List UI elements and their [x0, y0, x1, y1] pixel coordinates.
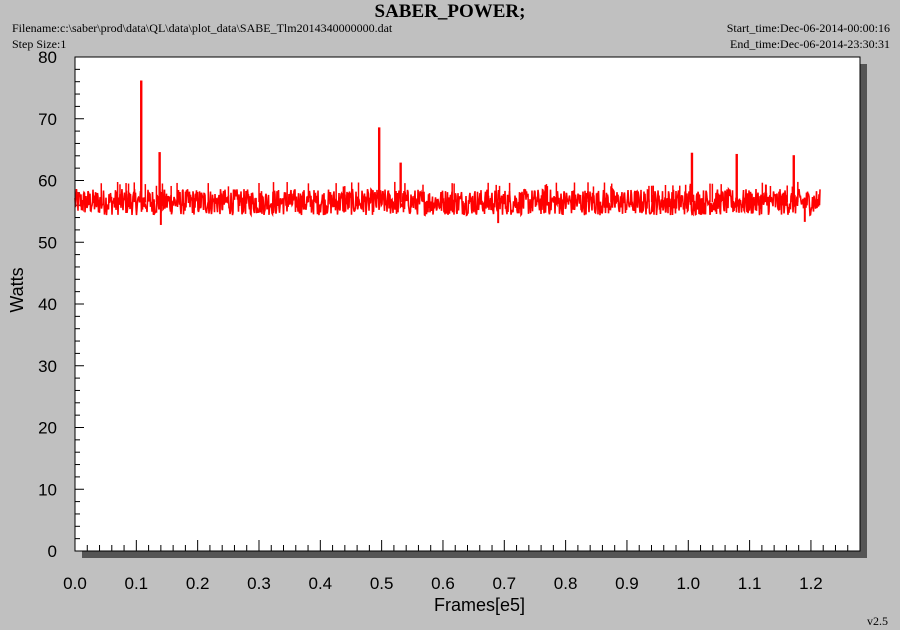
- x-tick-label: 0.3: [247, 574, 271, 593]
- y-tick-label: 80: [38, 48, 57, 67]
- y-tick-label: 20: [38, 419, 57, 438]
- y-tick-label: 70: [38, 110, 57, 129]
- y-tick-label: 50: [38, 233, 57, 252]
- y-tick-label: 0: [48, 542, 57, 561]
- step-size-label: Step Size:1: [12, 37, 67, 51]
- end-time-label: End_time:Dec-06-2014-23:30:31: [730, 37, 890, 51]
- x-tick-label: 0.8: [554, 574, 578, 593]
- x-tick-label: 0.0: [63, 574, 87, 593]
- y-tick-label: 40: [38, 295, 57, 314]
- filename-label: Filename:c:\saber\prod\data\QL\data\plot…: [12, 21, 393, 35]
- x-tick-label: 0.9: [615, 574, 639, 593]
- series-trace: [74, 186, 821, 218]
- chart-title: SABER_POWER;: [374, 1, 526, 22]
- x-tick-label: 0.2: [186, 574, 210, 593]
- x-tick-label: 0.7: [492, 574, 516, 593]
- x-tick-label: 0.5: [370, 574, 394, 593]
- y-tick-label: 30: [38, 357, 57, 376]
- x-tick-label: 1.0: [676, 574, 700, 593]
- x-tick-label: 0.4: [308, 574, 332, 593]
- y-tick-label: 60: [38, 172, 57, 191]
- plot-area: [74, 56, 861, 552]
- series-line: [74, 80, 821, 225]
- start-time-label: Start_time:Dec-06-2014-00:00:16: [726, 21, 890, 35]
- x-tick-label: 1.1: [738, 574, 762, 593]
- x-tick-label: 0.1: [125, 574, 149, 593]
- x-tick-label: 0.6: [431, 574, 455, 593]
- version-label: v2.5: [867, 614, 888, 628]
- y-axis-label: Watts: [7, 267, 27, 312]
- x-axis-label: Frames[e5]: [434, 595, 525, 615]
- y-tick-label: 10: [38, 480, 57, 499]
- x-tick-label: 1.2: [799, 574, 823, 593]
